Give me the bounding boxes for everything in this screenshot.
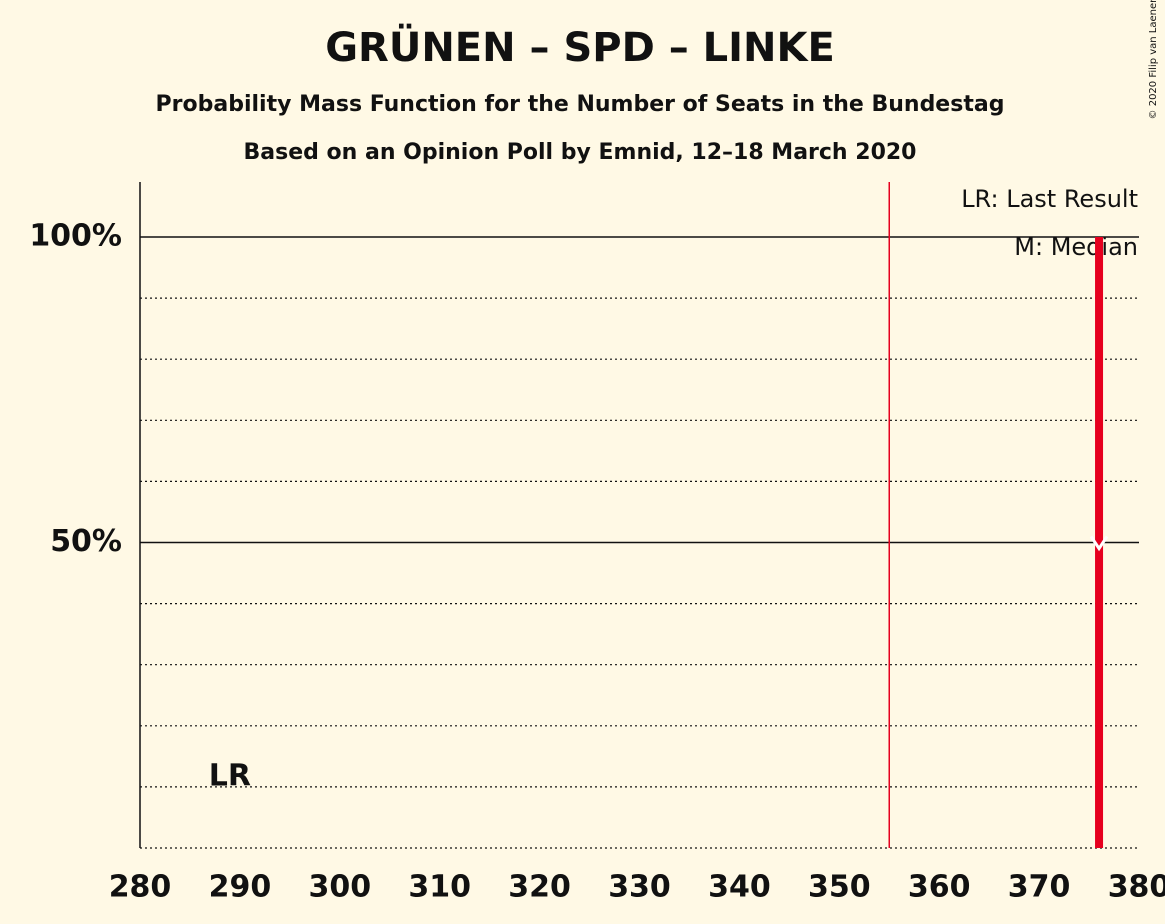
legend-entry: LR: Last Result	[961, 185, 1138, 213]
x-tick-label: 290	[209, 870, 272, 905]
x-tick-label: 360	[908, 870, 971, 905]
x-tick-label: 330	[608, 870, 671, 905]
x-tick-label: 370	[1008, 870, 1071, 905]
y-tick-label: 50%	[50, 524, 122, 559]
x-tick-label: 380	[1108, 870, 1165, 905]
subtitle: Probability Mass Function for the Number…	[156, 92, 1005, 117]
chart-title: GRÜNEN – SPD – LINKE	[325, 23, 835, 71]
x-tick-label: 300	[308, 870, 371, 905]
y-tick-label: 100%	[29, 218, 122, 253]
x-tick-label: 320	[508, 870, 571, 905]
subtitle: Based on an Opinion Poll by Emnid, 12–18…	[244, 140, 917, 165]
last-result-label: LR	[209, 758, 251, 793]
x-tick-label: 350	[808, 870, 871, 905]
copyright: © 2020 Filip van Laenen	[1148, 0, 1159, 119]
x-tick-label: 310	[408, 870, 471, 905]
x-tick-label: 340	[708, 870, 771, 905]
median-marker	[1089, 535, 1109, 552]
x-tick-label: 280	[109, 870, 172, 905]
bar	[1095, 236, 1104, 848]
